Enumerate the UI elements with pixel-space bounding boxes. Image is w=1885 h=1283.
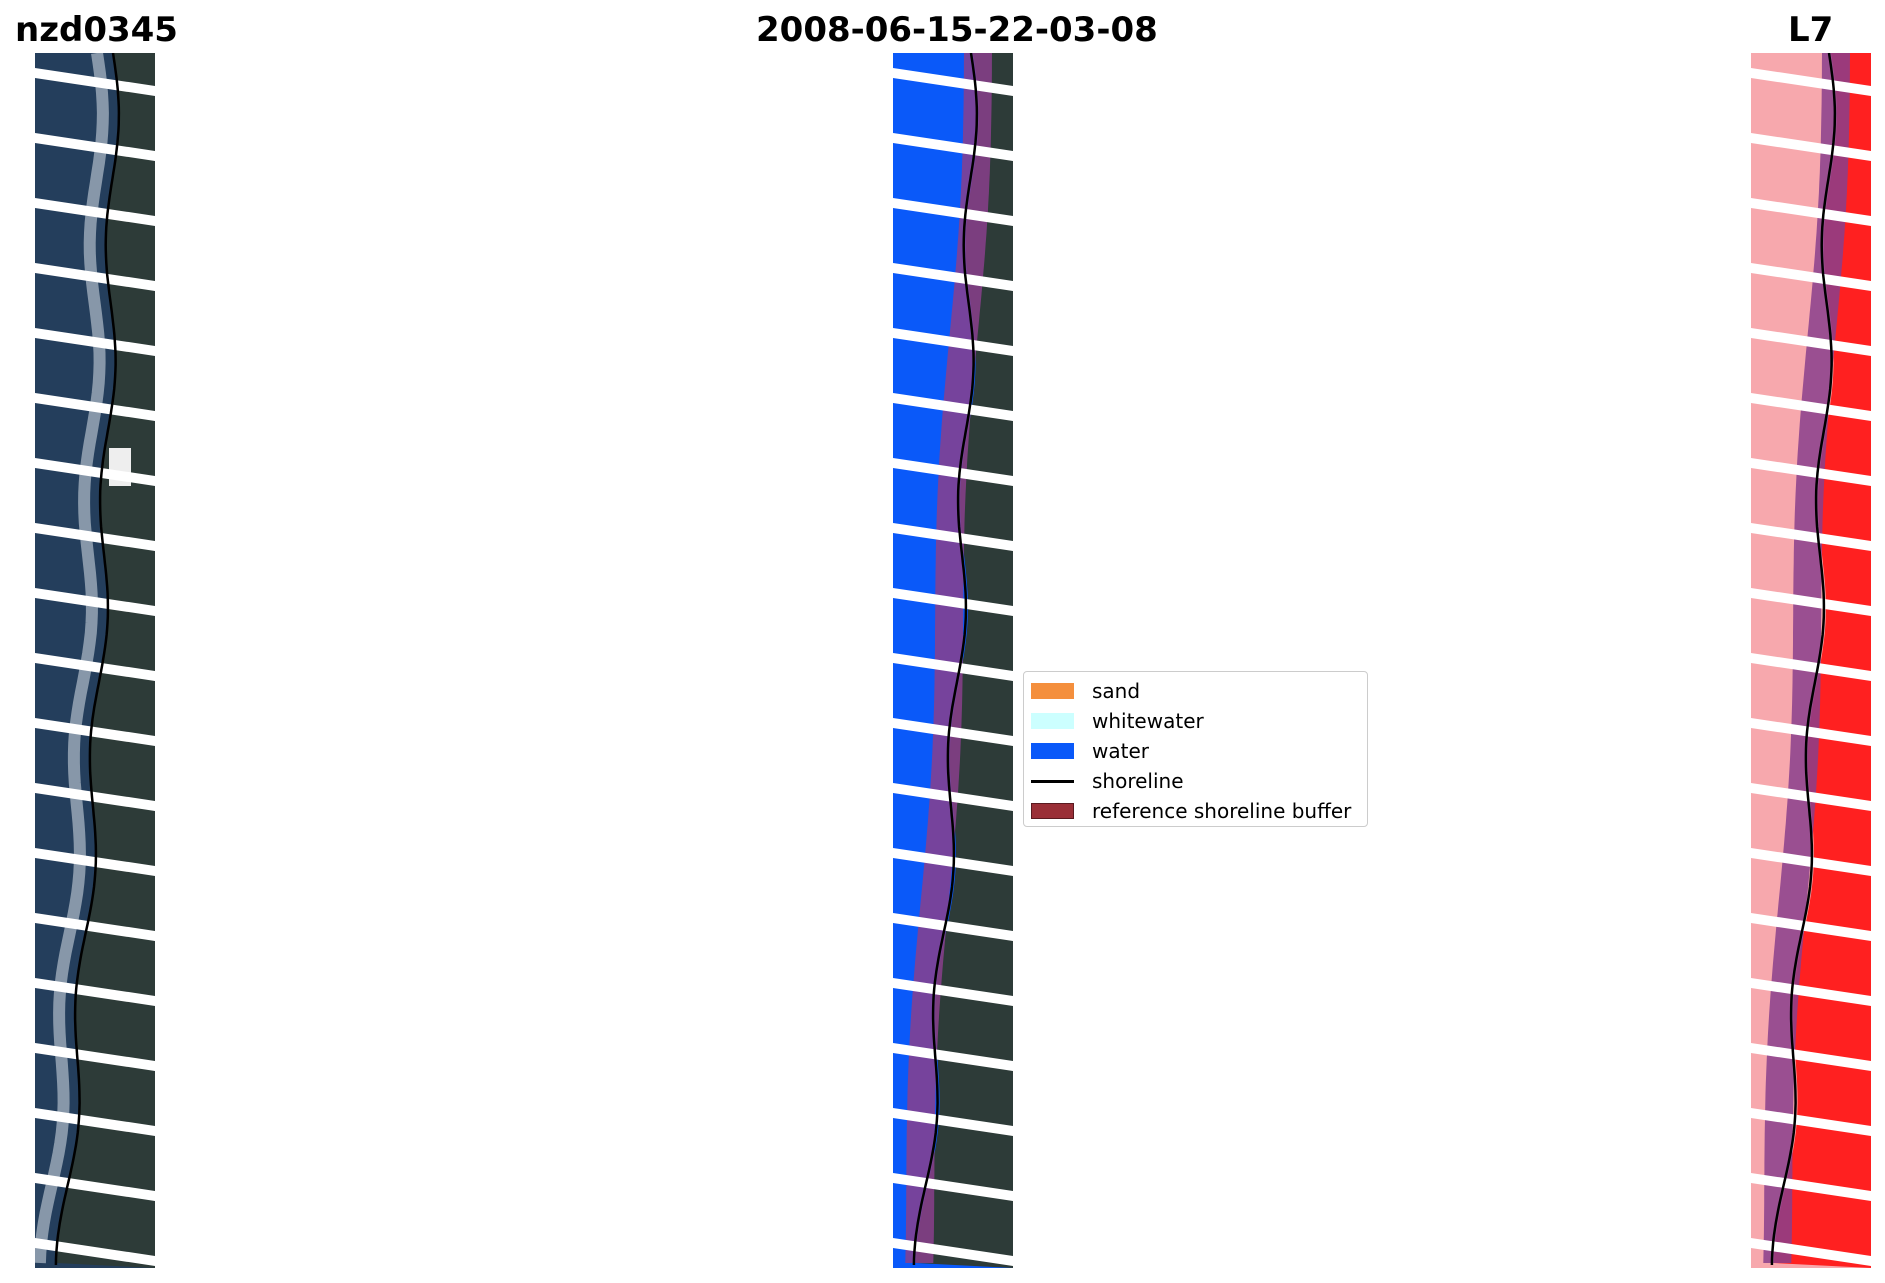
rgb-image [35,53,155,1268]
legend: sand whitewater water shoreline referenc… [1023,671,1368,827]
surf-zone [35,53,109,1264]
sand-swatch-icon [1031,683,1074,699]
legend-item-buffer: reference shoreline buffer [1031,796,1351,826]
shoreline-path [912,53,979,1266]
date-title: 2008-06-15-22-03-08 [756,10,1158,50]
whitewater-swatch-icon [1031,713,1074,729]
legend-item-sand: sand [1031,676,1140,706]
legend-label: water [1092,739,1149,763]
legend-item-water: water [1031,736,1149,766]
shoreline-path [54,53,121,1266]
buffer-swatch-icon [1031,803,1074,819]
scan-line-gaps [35,68,155,1266]
classified-image-panel [893,53,1013,1268]
reference-buffer [905,53,992,1263]
legend-item-whitewater: whitewater [1031,706,1204,736]
legend-label: shoreline [1092,769,1184,793]
classified-image [893,53,1013,1268]
legend-label: sand [1092,679,1141,703]
reference-buffer [1763,53,1850,1263]
water-swatch-icon [1031,743,1074,759]
legend-item-shoreline: shoreline [1031,766,1184,796]
site-title: nzd0345 [15,10,178,50]
rgb-image-panel [35,53,155,1268]
legend-label: reference shoreline buffer [1092,799,1352,823]
scan-line-gaps [1751,68,1871,1266]
shoreline-path [1770,53,1837,1266]
index-image [1751,53,1871,1268]
shoreline-line-icon [1031,779,1074,783]
legend-label: whitewater [1092,709,1204,733]
satellite-title: L7 [1788,10,1834,50]
index-image-panel [1751,53,1871,1268]
scan-line-gaps [893,68,1013,1266]
